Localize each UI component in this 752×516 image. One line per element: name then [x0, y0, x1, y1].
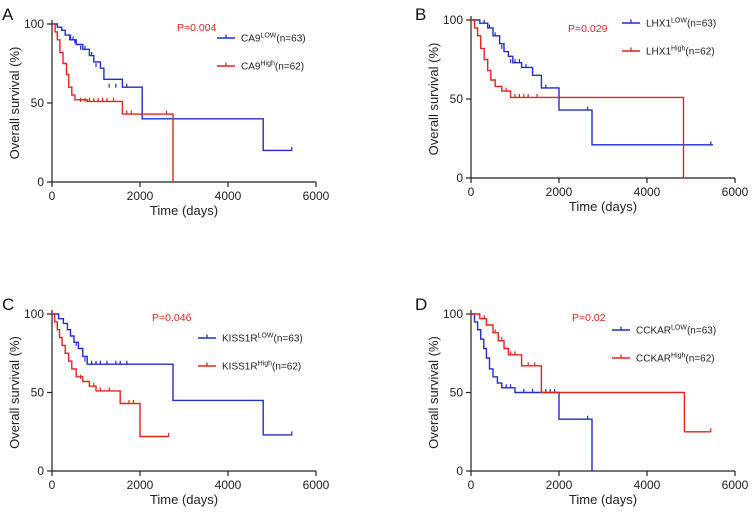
x-tick-label: 0: [49, 478, 56, 492]
legend-entry-high: CA9High(n=62): [217, 61, 304, 73]
x-tick-label: 2000: [546, 478, 573, 492]
y-tick-label: 0: [456, 464, 463, 478]
x-tick-label: 4000: [634, 478, 661, 492]
x-tick-label: 4000: [215, 478, 242, 492]
panel-a: A 0 50 100 0 2000 4000 6000 Time (days) Overall s…: [2, 5, 330, 218]
series-high: [471, 313, 712, 433]
y-tick-label: 50: [31, 96, 45, 110]
panel-letter: A: [2, 5, 14, 24]
x-tick-label: 4000: [634, 185, 661, 199]
x-tick-label: 0: [49, 189, 56, 203]
x-tick-label: 6000: [722, 478, 749, 492]
y-tick-label: 0: [37, 175, 44, 189]
survival-curve-low: [52, 313, 292, 436]
panel-letter: C: [2, 295, 14, 314]
x-axis-title: Time (days): [569, 199, 637, 214]
legend-label: CA9High(n=62): [241, 61, 304, 73]
legend-entry-low: CA9LOW(n=63): [217, 33, 306, 45]
x-tick-label: 2000: [127, 189, 154, 203]
x-tick-label: 6000: [722, 185, 749, 199]
legend-entry-low: LHX1LOW(n=63): [622, 18, 716, 30]
p-value: P=0.046: [152, 312, 192, 324]
legend-entry-high: LHX1High(n=62): [622, 46, 715, 58]
y-tick-label: 100: [24, 307, 44, 321]
survival-curve-high: [52, 313, 169, 438]
legend-label: KISS1RLOW(n=63): [222, 333, 303, 345]
x-axis-title: Time (days): [150, 492, 218, 507]
series-low: [52, 313, 293, 436]
y-tick-label: 100: [24, 17, 44, 31]
x-tick-label: 0: [468, 478, 475, 492]
p-value: P=0.029: [568, 23, 608, 35]
legend-label: CCKARHigh(n=62): [636, 353, 715, 365]
legend-entry-low: CCKARLOW(n=63): [612, 325, 716, 337]
survival-curve-high: [471, 313, 711, 433]
survival-curve-low: [471, 313, 593, 471]
x-tick-label: 0: [468, 185, 475, 199]
x-tick-label: 4000: [215, 189, 242, 203]
y-tick-label: 50: [450, 386, 464, 400]
y-axis-title: Overall survival (%): [426, 336, 441, 449]
y-tick-label: 100: [443, 307, 463, 321]
survival-curve-high: [52, 23, 174, 182]
survival-curve-low: [52, 23, 292, 152]
series-low: [471, 19, 713, 146]
series-low: [52, 23, 293, 152]
x-tick-label: 2000: [546, 185, 573, 199]
series-high: [52, 23, 174, 182]
panel-b: B 0 50 100 0 2000 4000 6000 Time (days) Overall s…: [415, 5, 749, 214]
panel-d: D 0 50 100 0 2000 4000 6000 Time (days) Overall s…: [415, 295, 749, 507]
series-high: [52, 313, 170, 438]
p-value: P=0.02: [572, 312, 606, 324]
panel-letter: D: [415, 295, 427, 314]
y-axis-title: Overall survival (%): [7, 47, 22, 160]
legend-label: KISS1RHigh(n=62): [222, 361, 301, 373]
x-tick-label: 6000: [303, 189, 330, 203]
y-tick-label: 100: [443, 13, 463, 27]
x-tick-label: 6000: [303, 478, 330, 492]
legend-label: CA9LOW(n=63): [241, 33, 306, 45]
y-axis-title: Overall survival (%): [7, 336, 22, 449]
legend-entry-high: CCKARHigh(n=62): [612, 353, 715, 365]
x-tick-label: 2000: [127, 478, 154, 492]
survival-curve-high: [471, 19, 685, 178]
y-tick-label: 0: [37, 464, 44, 478]
y-tick-label: 50: [31, 386, 45, 400]
y-tick-label: 50: [450, 92, 464, 106]
panel-letter: B: [415, 5, 426, 24]
legend-entry-high: KISS1RHigh(n=62): [198, 361, 301, 373]
p-value: P=0.004: [177, 22, 217, 34]
x-axis-title: Time (days): [150, 203, 218, 218]
legend-entry-low: KISS1RLOW(n=63): [198, 333, 303, 345]
survival-curve-low: [471, 19, 713, 146]
legend-label: CCKARLOW(n=63): [636, 325, 716, 337]
y-axis-title: Overall survival (%): [426, 43, 441, 156]
panel-c: C 0 50 100 0 2000 4000 6000 Time (days) Overall s…: [2, 295, 330, 507]
legend-label: LHX1High(n=62): [646, 46, 715, 58]
x-axis-title: Time (days): [569, 492, 637, 507]
series-high: [471, 19, 685, 178]
y-tick-label: 0: [456, 171, 463, 185]
legend-label: LHX1LOW(n=63): [646, 18, 716, 30]
